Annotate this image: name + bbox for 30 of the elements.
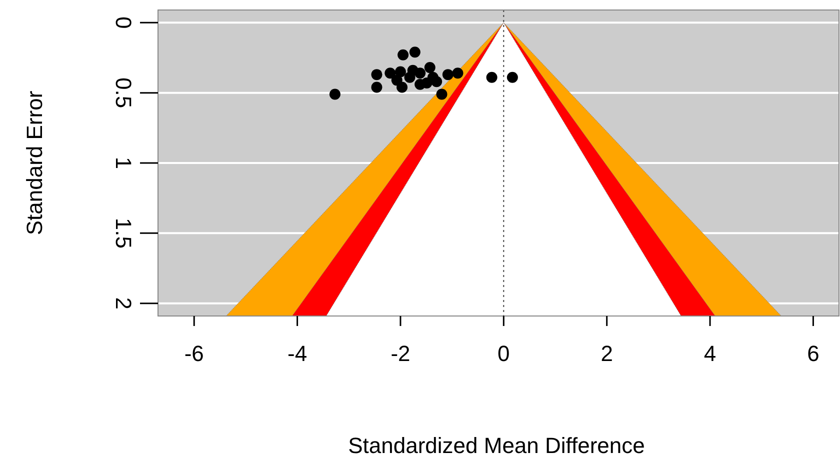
point xyxy=(436,88,448,100)
point xyxy=(421,77,432,88)
y-tick-label: 1.5 xyxy=(111,218,136,248)
point xyxy=(452,68,464,79)
x-tick-label: 4 xyxy=(704,341,716,366)
point xyxy=(398,49,409,60)
point xyxy=(391,74,402,86)
y-axis-title: Standard Error xyxy=(22,90,47,236)
x-axis-title: Standardized Mean Difference xyxy=(348,433,645,458)
point xyxy=(442,69,454,80)
y-tick-label: 1 xyxy=(111,156,136,170)
x-tick-label: -2 xyxy=(390,341,410,366)
x-tick-label: -4 xyxy=(288,341,308,366)
point xyxy=(407,64,418,76)
x-tick-label: -6 xyxy=(184,341,204,366)
point xyxy=(431,76,442,88)
point xyxy=(486,72,498,83)
point xyxy=(329,88,340,100)
point xyxy=(371,82,382,93)
point xyxy=(409,46,420,58)
point xyxy=(506,72,518,83)
y-tick-label: 2 xyxy=(111,297,136,310)
x-tick-label: 2 xyxy=(600,341,613,366)
point xyxy=(384,68,396,79)
point xyxy=(424,62,436,74)
x-tick-label: 6 xyxy=(807,341,820,366)
point xyxy=(371,69,382,80)
x-tick-label: 0 xyxy=(498,341,510,366)
y-tick-label: 0 xyxy=(111,16,136,29)
y-tick-label: 0.5 xyxy=(111,78,136,108)
